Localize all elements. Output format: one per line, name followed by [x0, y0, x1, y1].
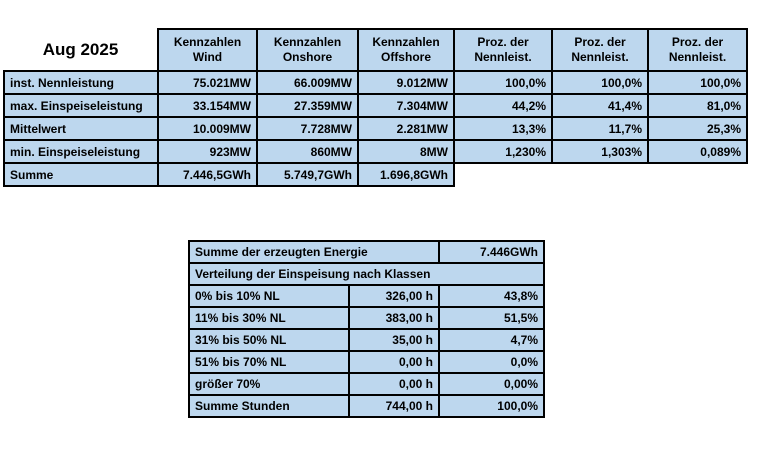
- class-row: 31% bis 50% NL 35,00 h 4,7%: [188, 328, 545, 352]
- column-header-wind: Kennzahlen Wind: [157, 28, 258, 72]
- header-line: Kennzahlen: [173, 35, 242, 49]
- hours-value: 0,00 h: [348, 350, 440, 374]
- table-row: max. Einspeiseleistung 33.154MW 27.359MW…: [3, 93, 748, 118]
- metric-value: 81,0%: [647, 93, 748, 118]
- metric-value: 7.446,5GWh: [157, 162, 258, 187]
- metric-value: 0,089%: [647, 139, 748, 164]
- empty-cell: [648, 163, 747, 186]
- metric-value: 25,3%: [647, 116, 748, 141]
- column-header-percent-onshore: Proz. der Nennleist.: [551, 28, 649, 72]
- hours-value: 383,00 h: [348, 306, 440, 330]
- percent-value: 100,0%: [438, 394, 545, 418]
- metric-label: min. Einspeiseleistung: [3, 139, 159, 164]
- metric-value: 75.021MW: [157, 70, 258, 95]
- hours-value: 744,00 h: [348, 394, 440, 418]
- metric-value: 9.012MW: [357, 70, 455, 95]
- column-header-onshore: Kennzahlen Onshore: [256, 28, 359, 72]
- metric-value: 2.281MW: [357, 116, 455, 141]
- empty-cell: [552, 163, 648, 186]
- summary-row: Summe der erzeugten Energie 7.446GWh: [188, 240, 545, 264]
- percent-value: 0,0%: [438, 350, 545, 374]
- header-line: Onshore: [282, 50, 333, 64]
- metric-value: 11,7%: [551, 116, 649, 141]
- class-label: 51% bis 70% NL: [188, 350, 350, 374]
- metric-value: 860MW: [256, 139, 359, 164]
- header-line: Wind: [192, 50, 223, 64]
- hours-value: 0,00 h: [348, 372, 440, 396]
- metric-value: 33.154MW: [157, 93, 258, 118]
- period-title: Aug 2025: [42, 40, 119, 59]
- metric-value: 27.359MW: [256, 93, 359, 118]
- metric-value: 5.749,7GWh: [256, 162, 359, 187]
- metric-label: max. Einspeiseleistung: [3, 93, 159, 118]
- metric-value: 1,230%: [453, 139, 553, 164]
- metric-value: 8MW: [357, 139, 455, 164]
- percent-value: 4,7%: [438, 328, 545, 352]
- verteilung-table: Summe der erzeugten Energie 7.446GWh Ver…: [188, 240, 545, 418]
- table-row: Mittelwert 10.009MW 7.728MW 2.281MW 13,3…: [3, 116, 748, 141]
- metric-value: 41,4%: [551, 93, 649, 118]
- class-label: 11% bis 30% NL: [188, 306, 350, 330]
- percent-value: 51,5%: [438, 306, 545, 330]
- header-row: Aug 2025 Kennzahlen Wind Kennzahlen Onsh…: [4, 28, 748, 72]
- percent-value: 0,00%: [438, 372, 545, 396]
- class-row: 51% bis 70% NL 0,00 h 0,0%: [188, 350, 545, 374]
- table-row-summe: Summe 7.446,5GWh 5.749,7GWh 1.696,8GWh: [3, 162, 747, 187]
- class-row: 0% bis 10% NL 326,00 h 43,8%: [188, 284, 545, 308]
- metric-label: Mittelwert: [3, 116, 159, 141]
- summary-value: 7.446GWh: [438, 240, 545, 264]
- header-line: Kennzahlen: [273, 35, 342, 49]
- class-label: 0% bis 10% NL: [188, 284, 350, 308]
- metric-value: 44,2%: [453, 93, 553, 118]
- metric-value: 10.009MW: [157, 116, 258, 141]
- table-row: min. Einspeiseleistung 923MW 860MW 8MW 1…: [3, 139, 748, 164]
- column-header-percent-wind: Proz. der Nennleist.: [453, 28, 553, 72]
- column-header-offshore: Kennzahlen Offshore: [357, 28, 455, 72]
- column-header-percent-offshore: Proz. der Nennleist.: [647, 28, 748, 72]
- metric-value: 1.696,8GWh: [357, 162, 455, 187]
- kennzahlen-table: Aug 2025 Kennzahlen Wind Kennzahlen Onsh…: [3, 28, 748, 187]
- hours-value: 35,00 h: [348, 328, 440, 352]
- header-line: Nennleist.: [571, 50, 629, 64]
- summary-label: Summe der erzeugten Energie: [188, 240, 440, 264]
- class-row: Summe Stunden 744,00 h 100,0%: [188, 394, 545, 418]
- header-line: Proz. der: [671, 35, 724, 49]
- metric-value: 1,303%: [551, 139, 649, 164]
- metric-value: 100,0%: [551, 70, 649, 95]
- empty-cell: [454, 163, 552, 186]
- class-label: 31% bis 50% NL: [188, 328, 350, 352]
- metric-value: 7.304MW: [357, 93, 455, 118]
- header-line: Kennzahlen: [372, 35, 440, 49]
- header-line: Proz. der: [574, 35, 626, 49]
- table-row: inst. Nennleistung 75.021MW 66.009MW 9.0…: [3, 70, 748, 95]
- metric-value: 100,0%: [453, 70, 553, 95]
- metric-label: inst. Nennleistung: [3, 70, 159, 95]
- header-line: Nennleist.: [668, 50, 727, 64]
- metric-value: 13,3%: [453, 116, 553, 141]
- class-row: größer 70% 0,00 h 0,00%: [188, 372, 545, 396]
- percent-value: 43,8%: [438, 284, 545, 308]
- class-row: 11% bis 30% NL 383,00 h 51,5%: [188, 306, 545, 330]
- metric-label: Summe: [3, 162, 159, 187]
- metric-value: 100,0%: [647, 70, 748, 95]
- class-label: Summe Stunden: [188, 394, 350, 418]
- section-row: Verteilung der Einspeisung nach Klassen: [188, 262, 545, 286]
- section-title: Verteilung der Einspeisung nach Klassen: [188, 262, 545, 286]
- header-line: Proz. der: [477, 35, 529, 49]
- header-line: Offshore: [380, 50, 431, 64]
- metric-value: 7.728MW: [256, 116, 359, 141]
- metric-value: 923MW: [157, 139, 258, 164]
- hours-value: 326,00 h: [348, 284, 440, 308]
- class-label: größer 70%: [188, 372, 350, 396]
- metric-value: 66.009MW: [256, 70, 359, 95]
- header-line: Nennleist.: [474, 50, 532, 64]
